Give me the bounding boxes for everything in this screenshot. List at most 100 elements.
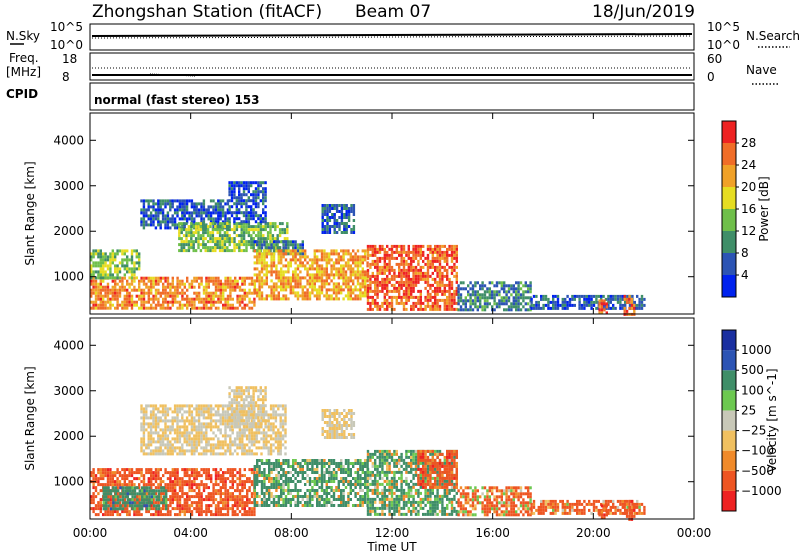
- data-cell-0-3: [181, 243, 183, 246]
- data-cell-0-2: [191, 205, 193, 208]
- data-cell-0-7: [439, 287, 441, 290]
- data-cell-0-7: [453, 308, 455, 311]
- data-cell-0-0: [220, 286, 222, 289]
- data-cell-1-0: [191, 510, 193, 513]
- data-cell-0-6: [342, 276, 344, 279]
- data-cell-0-0: [116, 304, 118, 307]
- data-cell-0-6: [290, 261, 292, 264]
- data-cell-0-6: [302, 285, 304, 288]
- data-cell-1-2: [208, 422, 210, 425]
- data-cell-1-2: [179, 440, 181, 443]
- data-cell-0-6: [306, 282, 308, 285]
- data-cell-0-7: [448, 290, 450, 293]
- data-cell-0-7: [403, 251, 405, 254]
- data-cell-0-7: [453, 296, 455, 299]
- data-cell-0-1: [138, 267, 140, 270]
- data-cell-1-0: [126, 510, 128, 513]
- data-cell-0-0: [241, 295, 243, 298]
- data-cell-1-2: [270, 413, 272, 416]
- data-cell-0-8: [496, 281, 498, 284]
- data-cell-1-2: [244, 434, 246, 437]
- data-cell-1-2: [150, 431, 152, 434]
- data-cell-0-6: [326, 258, 328, 261]
- data-cell-0-7: [451, 293, 453, 296]
- data-cell-0-1: [121, 249, 123, 252]
- data-cell-0-7: [436, 281, 438, 284]
- data-cell-0-0: [128, 301, 130, 304]
- data-cell-1-0: [157, 513, 159, 516]
- data-cell-0-6: [321, 288, 323, 291]
- data-cell-1-0: [248, 510, 250, 513]
- data-cell-1-2: [217, 404, 219, 407]
- data-cell-1-0: [167, 477, 169, 480]
- data-cell-0-2: [143, 214, 145, 217]
- data-cell-1-1: [117, 489, 119, 492]
- data-cell-0-7: [429, 248, 431, 251]
- data-cell-0-6: [352, 288, 354, 291]
- data-cell-0-7: [446, 299, 448, 302]
- data-cell-0-6: [304, 297, 306, 300]
- data-cell-1-0: [246, 489, 248, 492]
- data-cell-0-6: [364, 282, 366, 285]
- data-cell-0-6: [316, 249, 318, 252]
- data-cell-1-2: [152, 449, 154, 452]
- data-cell-0-3: [219, 231, 221, 234]
- data-cell-0-12: [346, 213, 348, 216]
- data-cell-1-0: [229, 495, 231, 498]
- data-cell-1-0: [188, 507, 190, 510]
- data-cell-0-2: [152, 220, 154, 223]
- data-cell-0-0: [176, 280, 178, 283]
- data-cell-0-1: [107, 264, 109, 267]
- data-cell-0-0: [212, 283, 214, 286]
- data-cell-0-6: [266, 282, 268, 285]
- data-cell-0-8: [457, 293, 459, 296]
- data-cell-0-7: [412, 275, 414, 278]
- data-cell-0-0: [102, 286, 104, 289]
- data-cell-0-2: [167, 220, 169, 223]
- data-cell-1-0: [184, 507, 186, 510]
- data-cell-1-0: [174, 498, 176, 501]
- data-cell-0-4: [248, 181, 250, 184]
- data-cell-0-2: [145, 223, 147, 226]
- data-cell-1-2: [253, 431, 255, 434]
- data-cell-0-0: [145, 307, 147, 310]
- data-cell-0-0: [109, 307, 111, 310]
- data-cell-0-8: [520, 308, 522, 311]
- data-cell-1-0: [227, 492, 229, 495]
- data-cell-0-7: [417, 290, 419, 293]
- data-cell-1-0: [210, 513, 212, 516]
- data-cell-1-2: [176, 431, 178, 434]
- data-cell-0-3: [212, 237, 214, 240]
- data-cell-0-8: [498, 293, 500, 296]
- data-cell-0-2: [167, 223, 169, 226]
- data-cell-1-2: [268, 449, 270, 452]
- data-cell-0-5: [299, 243, 301, 246]
- data-cell-0-0: [116, 295, 118, 298]
- data-cell-0-8: [503, 308, 505, 311]
- data-cell-0-7: [427, 263, 429, 266]
- data-cell-0-3: [226, 237, 228, 240]
- data-cell-0-8: [508, 308, 510, 311]
- data-cell-1-0: [215, 510, 217, 513]
- data-cell-1-0: [97, 507, 99, 510]
- data-cell-0-2: [164, 214, 166, 217]
- data-cell-0-0: [143, 289, 145, 292]
- data-cell-1-0: [246, 513, 248, 516]
- data-cell-0-5: [258, 243, 260, 246]
- data-cell-1-0: [174, 483, 176, 486]
- data-cell-0-8: [467, 293, 469, 296]
- data-cell-0-4: [257, 205, 259, 208]
- data-cell-0-1: [97, 270, 99, 273]
- data-cell-0-0: [172, 304, 174, 307]
- data-cell-1-0: [150, 471, 152, 474]
- data-cell-0-3: [281, 231, 283, 234]
- data-cell-1-0: [176, 513, 178, 516]
- data-cell-1-0: [236, 471, 238, 474]
- data-cell-1-0: [131, 480, 133, 483]
- data-cell-0-7: [400, 287, 402, 290]
- data-cell-1-0: [128, 471, 130, 474]
- data-cell-0-9: [533, 295, 535, 298]
- data-cell-0-3: [272, 237, 274, 240]
- data-cell-1-0: [205, 513, 207, 516]
- data-cell-0-11: [628, 295, 630, 298]
